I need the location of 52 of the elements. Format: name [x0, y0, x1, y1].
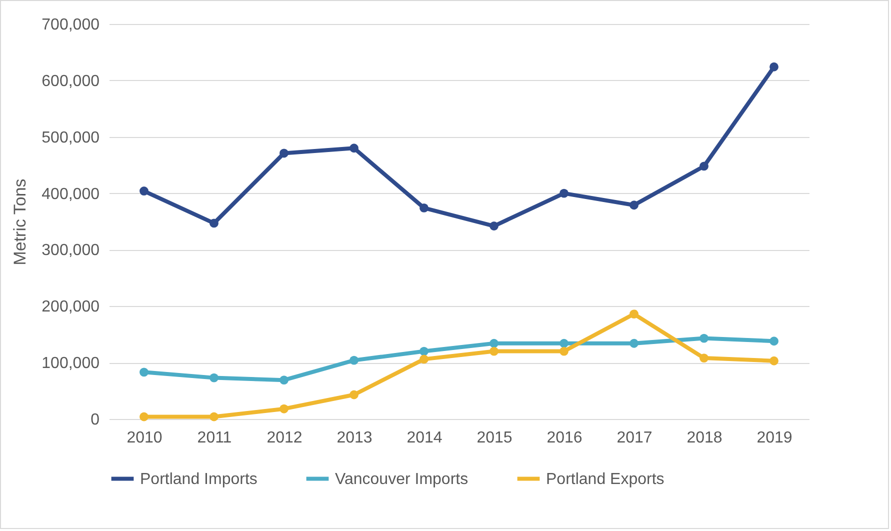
point — [700, 334, 708, 343]
x-tick-label: 2010 — [126, 430, 162, 446]
point — [700, 354, 708, 363]
point — [350, 356, 358, 365]
x-tick-label: 2011 — [197, 430, 232, 446]
x-tick-label: 2016 — [546, 430, 582, 446]
x-tick-label: 2015 — [476, 430, 512, 446]
y-tick-label: 0 — [90, 412, 100, 428]
point — [770, 356, 778, 366]
point — [770, 62, 778, 72]
point — [490, 222, 498, 230]
point — [140, 186, 148, 196]
point — [490, 338, 498, 348]
point — [140, 368, 148, 377]
point — [700, 162, 708, 171]
y-tick-label: 200,000 — [42, 298, 100, 316]
legend-label: Portland Exports — [546, 470, 664, 488]
point — [490, 346, 498, 356]
y-tick-label: 600,000 — [42, 72, 100, 90]
y-tick-label: 300,000 — [42, 242, 100, 260]
point — [420, 203, 428, 212]
point — [560, 188, 568, 198]
point — [280, 148, 288, 158]
legend-label: Vancouver Imports — [335, 470, 468, 488]
point — [350, 144, 358, 153]
x-tick-label: 2014 — [406, 430, 442, 446]
point — [280, 376, 288, 385]
y-tick-label: 400,000 — [42, 186, 100, 203]
point — [770, 336, 778, 346]
point — [630, 338, 638, 348]
point — [630, 310, 638, 319]
x-tick-label: 2019 — [756, 430, 792, 446]
x-tick-label: 2018 — [686, 430, 722, 446]
y-tick-label: 500,000 — [42, 129, 100, 146]
y-tick-label: 700,000 — [42, 16, 100, 34]
point — [560, 338, 568, 348]
point — [420, 354, 428, 364]
point — [210, 373, 218, 382]
point — [210, 412, 218, 422]
point — [350, 390, 358, 400]
point — [280, 404, 288, 414]
legend-label: Portland Imports — [140, 470, 258, 488]
point — [630, 200, 638, 210]
point — [560, 346, 568, 356]
y-axis-title: Metric Tons — [10, 178, 30, 266]
point — [210, 218, 218, 228]
x-tick-label: 2013 — [336, 430, 372, 446]
point — [140, 412, 148, 422]
y-tick-label: 100,000 — [42, 355, 100, 372]
x-tick-label: 2017 — [616, 430, 652, 446]
point — [420, 346, 428, 356]
x-tick-label: 2012 — [266, 430, 302, 446]
